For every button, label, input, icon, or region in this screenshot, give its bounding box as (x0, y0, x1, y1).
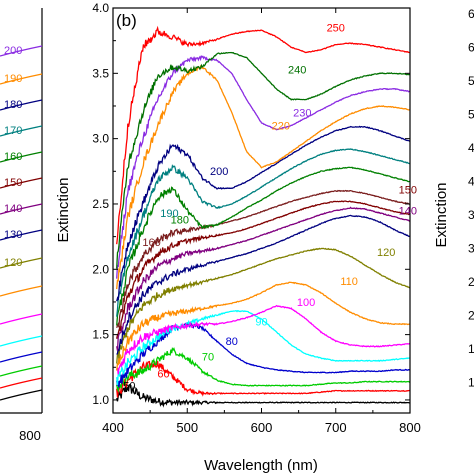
curve-label-70: 70 (202, 352, 214, 364)
x-tick-label-600: 600 (251, 420, 273, 435)
series-line-80 (116, 321, 411, 388)
curve-label-90: 90 (255, 316, 267, 328)
curve-label-50: 50 (123, 380, 135, 392)
right-y-tick-label: 2 (468, 275, 474, 289)
left-x-tick-label: 800 (19, 428, 41, 443)
right-y-tick-label: 6 (468, 41, 474, 55)
left-curve-label: 150 (4, 177, 22, 189)
right-y-tick-label: 2 (468, 309, 474, 323)
y-tick-label: 3.5 (92, 66, 109, 80)
curve-label-110: 110 (340, 276, 358, 288)
y-axis-label: Extinction (55, 177, 72, 242)
x-tick-label-800: 800 (399, 420, 421, 435)
curve-label-220: 220 (272, 121, 290, 133)
left-series-line (0, 389, 43, 401)
left-series-line (0, 257, 43, 269)
curve-label-60: 60 (157, 369, 169, 381)
left-series-line (0, 73, 43, 85)
left-series-line (0, 45, 43, 57)
curve-label-100: 100 (297, 297, 315, 309)
left-series-line (0, 285, 43, 297)
curve-label-240: 240 (288, 64, 306, 76)
left-series-line (0, 125, 43, 137)
curve-label-140: 140 (399, 205, 417, 217)
right-y-tick-label: 3 (468, 242, 474, 256)
right-y-tick-label: 6 (468, 7, 474, 21)
curve-label-180: 180 (171, 215, 189, 227)
right-y-tick-label: 3 (468, 208, 474, 222)
left-curve-label: 140 (4, 203, 22, 215)
series-lines (116, 25, 411, 408)
curve-label-150: 150 (399, 185, 417, 197)
right-y-tick-label: 4 (468, 175, 474, 189)
curve-label-200: 200 (210, 166, 228, 178)
left-series-line (0, 335, 43, 347)
right-y-tick-label: 5 (468, 108, 474, 122)
right-y-axis-label: Extinction (433, 182, 450, 247)
left-curve-label: 170 (4, 125, 22, 137)
series-line-110 (116, 281, 411, 371)
left-series-line (0, 203, 43, 215)
left-panel-cropped: 800 200 190 180 170 160 150 140 130 120 (0, 8, 43, 443)
series-line-250 (116, 25, 411, 245)
curve-label-190: 190 (160, 208, 178, 220)
left-series-line (0, 229, 43, 241)
left-series-line (0, 99, 43, 111)
right-y-tick-label: 1 (468, 342, 474, 356)
series-line-100 (116, 304, 411, 375)
x-tick-label-400: 400 (102, 420, 124, 435)
right-y-tick-label: 4 (468, 141, 474, 155)
left-curve-label: 190 (4, 73, 22, 85)
left-series-line (0, 177, 43, 189)
series-line-180 (116, 166, 411, 326)
curve-label-230: 230 (293, 107, 311, 119)
series-line-240 (116, 51, 410, 269)
series-line-140 (116, 206, 411, 351)
y-tick-label: 2.0 (92, 262, 109, 276)
series-line-190 (116, 148, 411, 317)
curve-label-250: 250 (327, 23, 345, 35)
series-line-200 (116, 125, 411, 302)
plot-frame (112, 7, 411, 414)
right-y-tick-label: 5 (468, 74, 474, 88)
left-series-line (0, 313, 43, 325)
series-line-220 (116, 64, 411, 290)
left-curve-label: 120 (4, 257, 22, 269)
left-series-line (0, 151, 43, 163)
curve-label-160: 160 (142, 237, 160, 249)
curve-label-80: 80 (226, 336, 238, 348)
x-tick-label-500: 500 (176, 420, 198, 435)
series-line-160 (116, 189, 411, 329)
y-tick-label: 2.5 (92, 197, 109, 211)
series-line-50 (116, 383, 410, 408)
left-curve-label: 160 (4, 151, 22, 163)
series-line-150 (116, 200, 411, 339)
left-curve-label: 180 (4, 99, 22, 111)
right-tick-labels: 6 6 5 5 4 4 3 3 2 2 1 1 (468, 7, 474, 390)
y-tick-label: 1.0 (92, 393, 109, 407)
y-tick-label: 3.0 (92, 132, 109, 146)
panel-label: (b) (116, 11, 137, 30)
curve-label-120: 120 (377, 247, 395, 259)
x-tick-label-700: 700 (325, 420, 347, 435)
panel-b: 400 500 600 700 800 1.0 1.5 2.0 2.5 3.0 3.5 4.0 50 6… (55, 1, 421, 474)
x-axis-label: Wavelength (nm) (204, 457, 318, 474)
y-tick-label: 1.5 (92, 328, 109, 342)
y-tick-label: 4.0 (92, 1, 109, 15)
series-line-60 (116, 360, 411, 398)
series-line-70 (116, 347, 411, 393)
right-panel-cropped: Extinction 6 6 5 5 4 4 3 3 2 2 1 1 (433, 7, 474, 390)
series-line-130 (116, 214, 411, 355)
right-y-tick-label: 1 (468, 376, 474, 390)
series-line-230 (116, 55, 411, 279)
axes: 400 500 600 700 800 1.0 1.5 2.0 2.5 3.0 3.5 4.0 (92, 1, 421, 435)
series-line-120 (116, 247, 411, 364)
left-series-line (0, 351, 43, 363)
left-series-line (0, 365, 43, 377)
left-curve-label: 130 (4, 229, 22, 241)
left-series-line (0, 377, 43, 389)
left-curve-label: 200 (4, 45, 22, 57)
